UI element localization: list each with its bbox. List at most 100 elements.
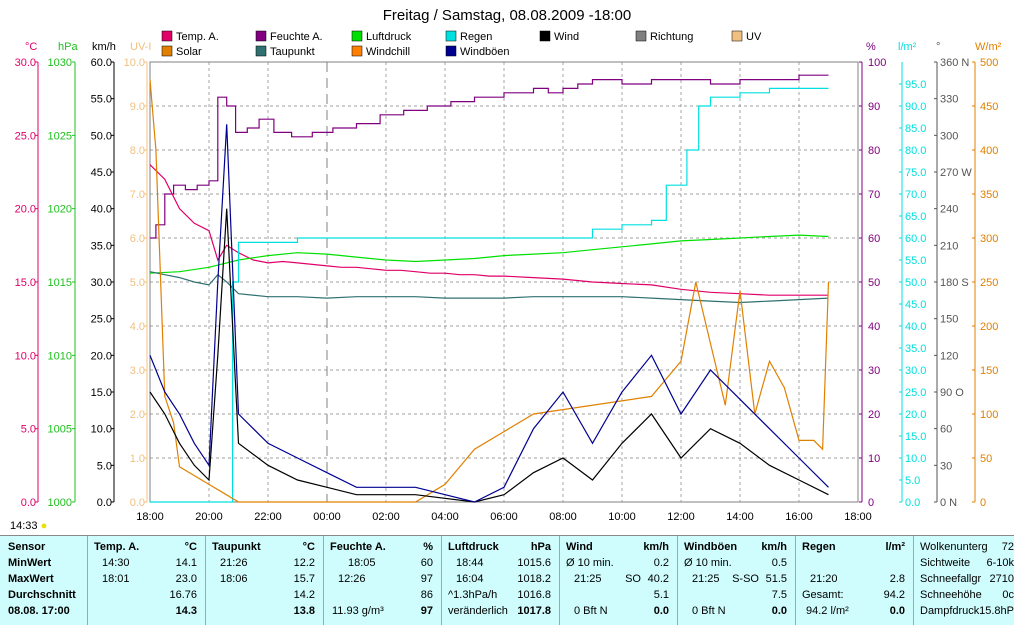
y-tick-label: 5.0 bbox=[905, 475, 920, 487]
y-tick-label: 350 bbox=[980, 189, 998, 201]
wind-avg: 5.1 bbox=[653, 589, 669, 601]
y-tick-label: 500 bbox=[980, 57, 998, 69]
regen-unit: l/m² bbox=[885, 541, 905, 553]
x-tick-label: 04:00 bbox=[431, 511, 459, 523]
x-tick-label: 22:00 bbox=[254, 511, 282, 523]
col-windboeen: Windböen km/h Ø 10 min. 0.5 21:25 S-SO 51.5 … bbox=[678, 536, 796, 625]
regen-header: Regen bbox=[802, 541, 836, 553]
y-tick-label: 240 bbox=[940, 204, 958, 216]
y-tick-label: 45.0 bbox=[905, 299, 926, 311]
wind-header: Wind bbox=[566, 541, 593, 553]
windboeen-header: Windböen bbox=[684, 541, 738, 553]
x-tick-label: 18:00 bbox=[844, 511, 872, 523]
y-tick-label: 10.0 bbox=[124, 57, 145, 69]
y-tick-label: 90 O bbox=[940, 387, 964, 399]
y-tick-label: 1005 bbox=[48, 424, 72, 436]
y-tick-label: 20.0 bbox=[91, 350, 112, 362]
y-tick-label: 10.0 bbox=[905, 453, 926, 465]
time-marker-label: 14:33 bbox=[10, 520, 38, 532]
y-tick-label: 90.0 bbox=[905, 101, 926, 113]
time-marker: 14:33 ● bbox=[10, 520, 47, 532]
y-tick-label: 75.0 bbox=[905, 167, 926, 179]
y-tick-label: 100 bbox=[980, 409, 998, 421]
series-line-solar bbox=[149, 79, 830, 503]
y-tick-label: 1.0 bbox=[130, 453, 145, 465]
col-luftdruck: Luftdruck hPa 18:44 1015.6 16:04 1018.2 ^1.… bbox=[442, 536, 560, 625]
y-tick-label: 15.0 bbox=[905, 431, 926, 443]
y-tick-label: 0.0 bbox=[97, 497, 112, 509]
legend-swatch bbox=[255, 30, 267, 42]
temp-min-time: 14:30 bbox=[102, 557, 130, 569]
windboeen-max-time: 21:25 bbox=[692, 573, 720, 585]
col-taupunkt: Taupunkt °C 21:26 12.2 18:06 15.7 14.2 13.8 bbox=[206, 536, 324, 625]
y-tick-label: 10 bbox=[868, 453, 880, 465]
series-line-regen bbox=[150, 87, 829, 503]
legend-swatch bbox=[351, 45, 363, 57]
y-tick-label: 30.0 bbox=[905, 365, 926, 377]
extra-r1-val: 72 bbox=[1001, 541, 1014, 553]
series-line-windben bbox=[149, 124, 829, 503]
windboeen-unit: km/h bbox=[761, 541, 787, 553]
regen-current: 0.0 bbox=[889, 605, 905, 617]
x-tick-label: 08:00 bbox=[549, 511, 577, 523]
y-tick-label: 60.0 bbox=[905, 233, 926, 245]
y-tick-label: 30 bbox=[868, 365, 880, 377]
y-tick-label: 450 bbox=[980, 101, 998, 113]
series-line-tempa bbox=[149, 164, 829, 296]
legend-label: Luftdruck bbox=[366, 31, 412, 43]
x-tick-label: 12:00 bbox=[667, 511, 695, 523]
legend-swatch bbox=[731, 30, 743, 42]
y-tick-label: 0.0 bbox=[905, 497, 920, 509]
unit-label: km/h bbox=[92, 41, 116, 53]
regen-total-label: Gesamt: bbox=[802, 589, 844, 601]
windboeen-min-label: Ø 10 min. bbox=[684, 557, 732, 569]
taupunkt-avg: 14.2 bbox=[293, 589, 315, 601]
sensor-header: Sensor bbox=[8, 541, 46, 553]
luftdruck-unit: hPa bbox=[530, 541, 551, 553]
legend-label: Richtung bbox=[650, 31, 693, 43]
y-tick-label: 20.0 bbox=[905, 409, 926, 421]
extra-r1-label: Wolkenunterg bbox=[920, 541, 988, 553]
regen-total: 94.2 bbox=[883, 589, 905, 601]
y-tick-label: 270 W bbox=[940, 167, 972, 179]
y-tick-label: 3.0 bbox=[130, 365, 145, 377]
luftdruck-avg: 1016.8 bbox=[517, 589, 551, 601]
temp-min-val: 14.1 bbox=[175, 557, 197, 569]
sun-icon: ● bbox=[40, 520, 48, 532]
y-tick-label: 30.0 bbox=[15, 57, 36, 69]
current-label: 08.08. 17:00 bbox=[8, 605, 70, 617]
wind-min-val: 0.2 bbox=[653, 557, 669, 569]
y-tick-label: 85.0 bbox=[905, 123, 926, 135]
unit-label: W/m² bbox=[975, 41, 1002, 53]
y-tick-label: 40.0 bbox=[905, 321, 926, 333]
y-tick-label: 210 bbox=[940, 240, 958, 252]
col-feuchte: Feuchte A.% 18:05 60 12:26 97 86 11.93 g/m… bbox=[324, 536, 442, 625]
wind-max-time: 21:25 bbox=[574, 573, 602, 585]
y-tick-label: 0.0 bbox=[130, 497, 145, 509]
wind-current: 0.0 bbox=[653, 605, 669, 617]
legend-label: Windböen bbox=[460, 46, 510, 58]
extra-r2-val: 6-10k bbox=[986, 557, 1014, 569]
y-tick-label: 35.0 bbox=[91, 240, 112, 252]
y-tick-label: 65.0 bbox=[905, 211, 926, 223]
y-tick-label: 30 bbox=[940, 460, 952, 472]
legend-label: Solar bbox=[176, 46, 202, 58]
temp-unit: °C bbox=[184, 541, 197, 553]
taupunkt-min-val: 12.2 bbox=[293, 557, 315, 569]
y-tick-label: 300 bbox=[940, 130, 958, 142]
taupunkt-max-time: 18:06 bbox=[220, 573, 248, 585]
y-tick-label: 30.0 bbox=[91, 277, 112, 289]
series-group bbox=[149, 74, 830, 503]
y-tick-label: 1030 bbox=[48, 57, 72, 69]
extra-r5-val: 15.8hP bbox=[979, 605, 1014, 617]
series-line-taupunkt bbox=[149, 271, 829, 304]
legend-label: Feuchte A. bbox=[270, 31, 323, 43]
feuchte-min-time: 18:05 bbox=[348, 557, 376, 569]
windboeen-avg: 7.5 bbox=[771, 589, 787, 601]
y-tick-label: 10.0 bbox=[15, 350, 36, 362]
x-tick-label: 20:00 bbox=[195, 511, 223, 523]
luftdruck-trend: veränderlich bbox=[448, 605, 508, 617]
y-tick-label: 5.0 bbox=[97, 460, 112, 472]
y-tick-label: 80.0 bbox=[905, 145, 926, 157]
unit-label: °C bbox=[25, 41, 37, 53]
